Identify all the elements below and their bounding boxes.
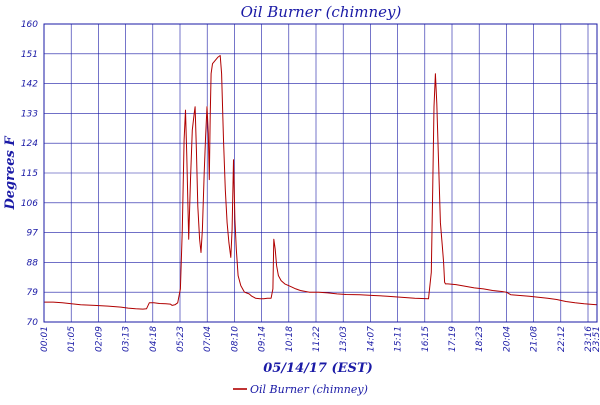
x-tick-labels: 00:01 01:05 02:09 03:13 04:18 05:23 07:04 08:10… bbox=[40, 326, 600, 352]
y-tick-label: 124 bbox=[21, 139, 38, 149]
y-tick-label: 70 bbox=[27, 318, 39, 328]
y-tick-label: 133 bbox=[21, 109, 38, 119]
x-tick-label: 08:10 bbox=[230, 326, 240, 352]
x-tick-label: 23:51 bbox=[592, 326, 600, 352]
x-tick-label: 18:23 bbox=[475, 326, 485, 352]
x-tick-label: 01:05 bbox=[67, 326, 77, 352]
series-line bbox=[44, 55, 598, 310]
x-tick-label: 15:11 bbox=[394, 326, 404, 352]
plot-area bbox=[43, 23, 598, 323]
y-tick-label: 160 bbox=[21, 20, 38, 30]
x-tick-label: 13:03 bbox=[339, 326, 349, 352]
x-tick-label: 09:14 bbox=[258, 326, 268, 352]
x-tick-label: 05:23 bbox=[176, 326, 186, 352]
x-tick-label: 14:07 bbox=[366, 326, 376, 352]
legend-label: Oil Burner (chimney) bbox=[250, 383, 368, 396]
y-tick-label: 115 bbox=[21, 169, 38, 179]
x-tick-label: 02:09 bbox=[94, 326, 104, 352]
x-tick-label: 03:13 bbox=[122, 326, 132, 352]
y-tick-label: 151 bbox=[21, 50, 38, 60]
y-tick-label: 79 bbox=[27, 288, 39, 298]
x-axis-label: 05/14/17 (EST) bbox=[263, 361, 373, 376]
y-tick-labels: 160 151 142 133 124 115 106 97 88 79 70 bbox=[21, 20, 38, 328]
y-tick-label: 97 bbox=[27, 229, 39, 239]
x-tick-label: 17:19 bbox=[448, 326, 458, 352]
y-tick-label: 88 bbox=[27, 258, 39, 268]
x-tick-label: 07:04 bbox=[203, 326, 213, 352]
x-tick-label: 10:18 bbox=[285, 326, 295, 352]
x-tick-label: 11:22 bbox=[312, 326, 322, 352]
x-tick-label: 04:18 bbox=[149, 326, 159, 352]
x-tick-label: 20:04 bbox=[502, 326, 512, 352]
y-tick-label: 142 bbox=[21, 80, 38, 90]
x-tick-label: 22:12 bbox=[557, 326, 567, 352]
legend: Oil Burner (chimney) bbox=[233, 383, 368, 396]
x-tick-label: 00:01 bbox=[40, 326, 50, 352]
x-tick-label: 16:15 bbox=[421, 326, 431, 352]
x-tick-label: 23:16 bbox=[584, 326, 594, 352]
series-layer bbox=[44, 55, 598, 310]
x-tick-label: 21:08 bbox=[530, 326, 540, 352]
y-axis-label: Degrees F bbox=[3, 136, 18, 211]
grid-layer bbox=[44, 24, 597, 322]
chart-title: Oil Burner (chimney) bbox=[241, 3, 402, 21]
y-tick-label: 106 bbox=[21, 199, 38, 209]
